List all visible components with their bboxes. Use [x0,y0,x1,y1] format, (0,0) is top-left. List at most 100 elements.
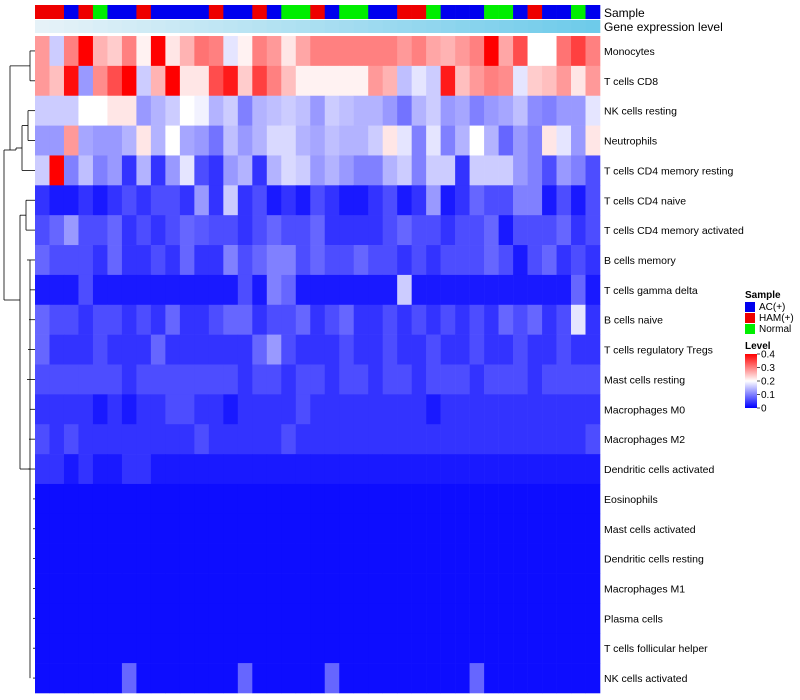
heatmap-cell [556,633,572,664]
heatmap-cell [585,483,601,515]
heatmap-cell [455,65,470,97]
heatmap-cell [513,65,528,97]
heatmap-cell [368,125,383,156]
heatmap-cell [411,125,427,156]
heatmap-cell [63,483,79,515]
heatmap-cell [498,513,514,544]
heatmap-cell [310,36,326,67]
heatmap-cell [223,95,239,126]
heatmap-cell [469,573,485,604]
heatmap-cell [585,454,601,485]
heatmap-cell [455,543,470,574]
heatmap-cell [208,573,224,604]
heatmap-cell [382,185,398,216]
heatmap-cell [411,454,427,485]
heatmap-cell [440,364,456,395]
heatmap-cell [35,543,50,574]
heatmap-cell [281,603,297,634]
heatmap-cell [252,543,268,574]
heatmap-cell [179,65,195,97]
heatmap-cell [382,573,398,604]
heatmap-cell [397,663,412,694]
heatmap-cell [571,185,586,216]
heatmap-cell [92,155,108,186]
heatmap-cell [556,513,572,544]
heatmap-cell [295,95,311,126]
heatmap-cell [107,245,123,276]
heatmap-cell [150,394,166,425]
heatmap-cell [252,65,268,97]
heatmap-cell [266,304,282,335]
heatmap-cell [237,394,253,425]
heatmap-cell [397,245,412,276]
heatmap-cell [368,603,383,634]
heatmap-cell [585,65,601,97]
row-dendrogram [3,50,35,679]
gene-expression-annotation-cell [411,20,427,33]
heatmap-cell [324,274,340,306]
heatmap-cell [571,364,586,395]
heatmap-cell [527,304,543,335]
heatmap-cell [498,663,514,694]
row-label: Plasma cells [604,613,663,625]
heatmap-cell [252,36,268,67]
heatmap-cell [223,65,239,97]
heatmap-cell [266,65,282,97]
heatmap-cell [252,95,268,126]
row-label: Macrophages M1 [604,583,685,595]
heatmap-cell [49,663,65,694]
heatmap-cell [397,125,412,156]
heatmap-cell [527,65,543,97]
heatmap-cell [150,633,166,664]
gene-expression-annotation-cell [78,20,94,33]
heatmap-cell [585,185,601,216]
heatmap-cell [35,155,50,186]
heatmap-cell [281,125,297,156]
heatmap-cell [194,603,210,634]
heatmap-cell [585,633,601,664]
heatmap-cell [194,274,210,306]
heatmap-cell [165,543,181,574]
heatmap-cell [208,215,224,246]
gene-expression-annotation-cell [397,20,412,33]
heatmap-cell [310,394,326,425]
sample-annotation-bar [35,5,601,19]
heatmap-cell [484,424,499,455]
heatmap-cell [310,65,326,97]
heatmap-cell [353,245,369,276]
heatmap-cell [237,36,253,67]
heatmap-cell [324,543,340,574]
heatmap-cell [440,573,456,604]
level-color-bar [745,354,757,408]
heatmap-cell [49,364,65,395]
heatmap-cell [469,483,485,515]
heatmap-cell [469,513,485,544]
heatmap-cell [484,304,499,335]
heatmap-cell [339,245,355,276]
sample-annotation-cell [527,5,543,19]
heatmap-cell [571,543,586,574]
heatmap-cell [35,454,50,485]
heatmap-cell [121,274,137,306]
heatmap-cell [397,215,412,246]
heatmap-cell [194,573,210,604]
heatmap-cell [295,364,311,395]
heatmap-cell [194,155,210,186]
heatmap-cell [498,125,514,156]
heatmap-cell [455,513,470,544]
heatmap-cell [426,394,441,425]
heatmap-cell [49,185,65,216]
heatmap-cell [150,483,166,515]
row-label: T cells CD4 memory activated [604,225,744,237]
heatmap-cell [455,454,470,485]
heatmap-cell [455,274,470,306]
heatmap-cell [266,125,282,156]
heatmap-cell [295,304,311,335]
heatmap-cell [35,394,50,425]
heatmap-cell [324,245,340,276]
heatmap-cell [63,125,79,156]
heatmap-cell [136,36,152,67]
heatmap-cell [368,513,383,544]
heatmap-cell [49,274,65,306]
heatmap-cell [281,633,297,664]
